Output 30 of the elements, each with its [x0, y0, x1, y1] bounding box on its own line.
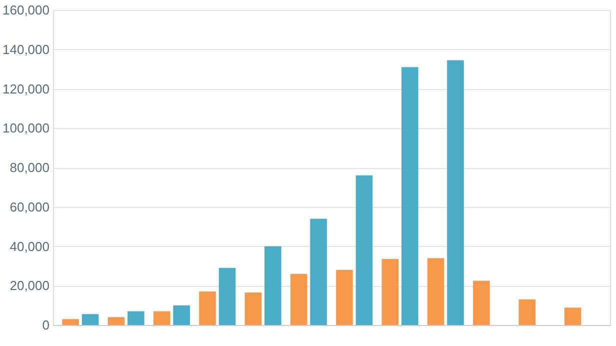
y-tick-label: 60,000	[10, 199, 50, 214]
y-tick-label: 120,000	[2, 81, 50, 96]
y-tick-label: 40,000	[10, 238, 50, 254]
bar	[356, 175, 373, 325]
bar	[473, 280, 490, 325]
bar	[82, 314, 99, 325]
y-tick-label: 100,000	[2, 120, 50, 136]
bar	[382, 259, 399, 325]
y-tick-label: 160,000	[2, 2, 50, 18]
y-tick-label: 80,000	[10, 160, 50, 175]
y-tick-label: 20,000	[10, 278, 50, 294]
bar	[518, 299, 536, 325]
bar	[564, 308, 582, 325]
bar	[427, 258, 444, 325]
bar	[336, 270, 353, 325]
bar	[62, 319, 79, 325]
bar	[128, 311, 144, 325]
bar	[264, 246, 282, 325]
bar	[218, 268, 236, 325]
bar	[244, 292, 262, 325]
y-tick-label: 140,000	[2, 42, 50, 57]
bar	[310, 218, 327, 325]
bar	[108, 317, 125, 325]
bar	[199, 292, 216, 325]
bar	[153, 311, 170, 325]
bar	[447, 60, 464, 325]
bar	[173, 305, 190, 325]
bar	[401, 67, 418, 325]
bar	[290, 274, 308, 325]
y-tick-label: 0	[42, 318, 50, 332]
